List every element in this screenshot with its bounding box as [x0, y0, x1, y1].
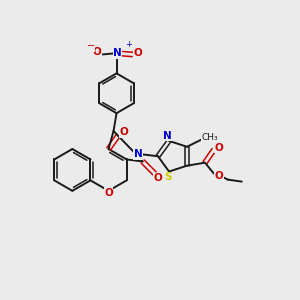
Text: S: S: [164, 172, 172, 182]
Text: N: N: [134, 149, 142, 159]
Text: O: O: [153, 173, 162, 183]
Text: CH₃: CH₃: [202, 133, 218, 142]
Text: N: N: [163, 131, 171, 141]
Text: O: O: [214, 171, 223, 181]
Text: O: O: [133, 48, 142, 59]
Text: O: O: [214, 143, 223, 153]
Text: O: O: [92, 47, 101, 58]
Text: O: O: [104, 188, 113, 198]
Text: O: O: [119, 127, 128, 137]
Text: +: +: [125, 40, 132, 49]
Text: −: −: [87, 41, 95, 52]
Text: N: N: [113, 48, 122, 59]
